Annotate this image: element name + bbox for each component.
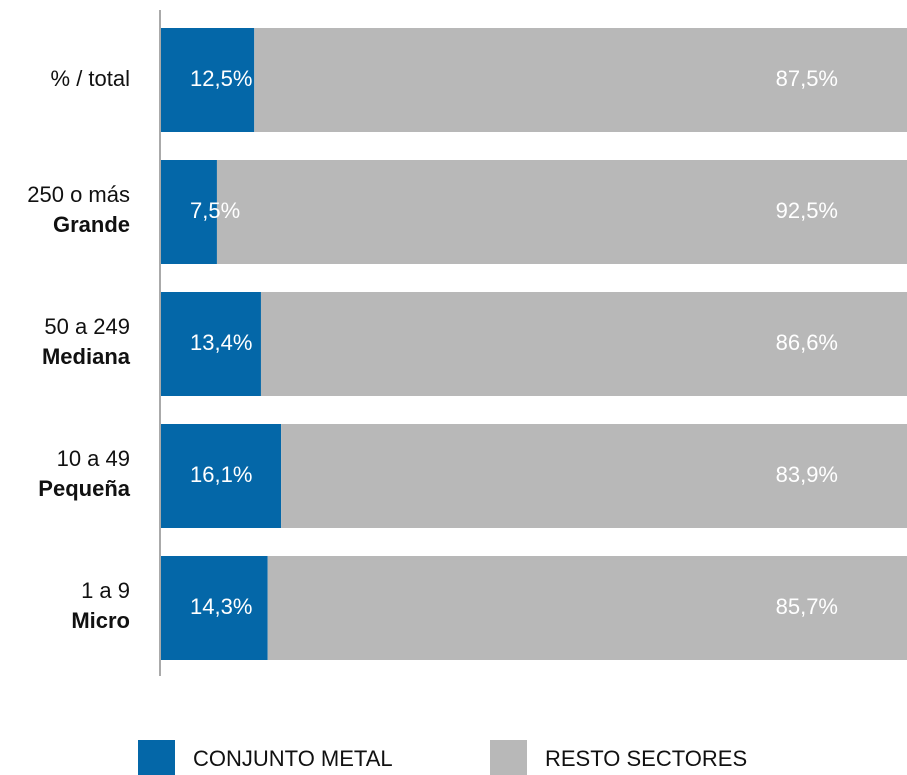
value-label: 87,5% — [776, 66, 838, 91]
y-tick-sublabel: Micro — [71, 608, 130, 633]
y-tick-sublabel: Mediana — [42, 344, 131, 369]
value-label: 16,1% — [190, 462, 252, 487]
bar-segment — [161, 160, 217, 264]
value-label: 14,3% — [190, 594, 252, 619]
legend-swatch — [138, 740, 175, 775]
value-label: 86,6% — [776, 330, 838, 355]
y-tick-label: 250 o más — [27, 182, 130, 207]
legend-swatch — [490, 740, 527, 775]
value-label: 83,9% — [776, 462, 838, 487]
y-tick-label: % / total — [51, 66, 130, 91]
bar-segment — [281, 424, 907, 528]
value-label: 92,5% — [776, 198, 838, 223]
bar-segment — [216, 160, 907, 264]
y-tick-label: 1 a 9 — [81, 578, 130, 603]
value-label: 85,7% — [776, 594, 838, 619]
value-label: 12,5% — [190, 66, 252, 91]
bar-segment — [161, 424, 282, 528]
legend-label: RESTO SECTORES — [545, 746, 747, 771]
bar-segment — [161, 556, 268, 660]
bar-segment — [267, 556, 907, 660]
y-tick-label: 50 a 249 — [44, 314, 130, 339]
legend-label: CONJUNTO METAL — [193, 746, 393, 771]
value-label: 7,5% — [190, 198, 240, 223]
y-tick-sublabel: Grande — [53, 212, 130, 237]
value-label: 13,4% — [190, 330, 252, 355]
bar-segment — [161, 292, 261, 396]
bar-segment — [254, 28, 907, 132]
y-tick-sublabel: Pequeña — [38, 476, 130, 501]
bar-segment — [260, 292, 907, 396]
bar-segment — [161, 28, 255, 132]
y-tick-label: 10 a 49 — [57, 446, 130, 471]
